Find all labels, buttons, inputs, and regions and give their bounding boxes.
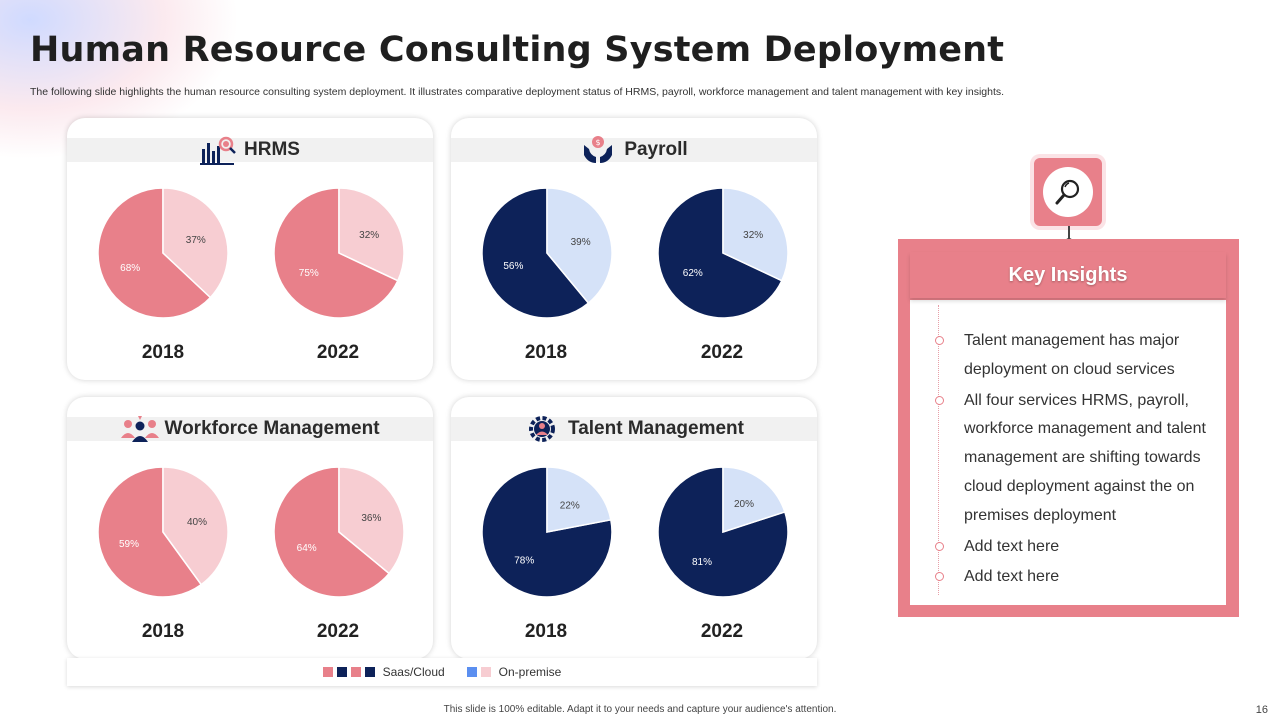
talent-title: Talent Management	[568, 418, 744, 439]
workforce-panel-header: Workforce Management	[67, 414, 433, 444]
pie-slice-secondary	[722, 466, 786, 534]
insight-item: All four services HRMS, payroll, workfor…	[935, 387, 1214, 531]
bullet-icon	[935, 541, 944, 551]
legend-saas-label: Saas/Cloud	[382, 665, 445, 679]
pie-label-main: 59%	[119, 539, 139, 550]
chart-legend: Saas/Cloud On-premise	[67, 658, 817, 686]
talent-panel: Talent Management 22% 78% 20% 81% 2018 2022	[451, 397, 817, 659]
legend-onprem-label: On-premise	[498, 665, 562, 679]
talent-year-2018: 2018	[524, 621, 568, 642]
insights-dotted-line	[938, 305, 939, 595]
legend-swatch-pink	[350, 667, 361, 677]
gear-person-icon	[524, 414, 560, 444]
hrms-title: HRMS	[244, 139, 300, 160]
pie-slice-main	[657, 187, 783, 319]
workforce-year-2018: 2018	[141, 621, 185, 642]
pie-slice-secondary	[546, 187, 613, 305]
pie-label-main: 62%	[683, 268, 703, 279]
insights-connector	[1068, 226, 1070, 242]
pie-slice-main	[97, 466, 203, 598]
legend-saas: Saas/Cloud	[322, 665, 445, 679]
talent-pies: 22% 78% 20% 81%	[481, 466, 789, 598]
hrms-pies: 37% 68% 32% 75%	[97, 187, 405, 319]
page-subtitle: The following slide highlights the human…	[30, 86, 1005, 98]
pie-label-secondary: 20%	[734, 499, 754, 510]
svg-text:$: $	[596, 138, 601, 147]
bullet-icon	[935, 572, 944, 582]
legend-swatch-navy	[364, 667, 375, 677]
hrms-panel: HRMS 37% 68% 32% 75% 2018 2022	[67, 118, 433, 380]
workforce-year-2022: 2022	[316, 621, 360, 642]
pie-label-main: 81%	[692, 557, 712, 568]
pie-label-main: 68%	[120, 263, 140, 274]
insights-list: Talent management has major deployment o…	[935, 327, 1214, 594]
pie-slice-main	[657, 466, 789, 598]
hrms-year-2018: 2018	[141, 342, 185, 363]
workforce-title: Workforce Management	[164, 418, 380, 439]
pie-slice-main	[273, 466, 391, 598]
payroll-panel: $ Payroll 39% 56% 32% 62% 2018 2022	[451, 118, 817, 380]
pie-label-secondary: 40%	[187, 517, 207, 528]
pie-label-secondary: 39%	[571, 237, 591, 248]
hands-dollar-icon: $	[580, 135, 616, 165]
legend-onprem: On-premise	[466, 665, 562, 679]
insight-item: Add text here	[935, 563, 1214, 592]
pie-label-secondary: 22%	[560, 500, 580, 511]
pie-label-main: 75%	[299, 268, 319, 279]
legend-swatch-pink	[322, 667, 333, 677]
pie-slice-main	[481, 466, 613, 598]
payroll-pies: 39% 56% 32% 62%	[481, 187, 789, 319]
pie-label-secondary: 37%	[186, 235, 206, 246]
insights-title: Key Insights	[1008, 263, 1128, 286]
talent-year-2022: 2022	[700, 621, 744, 642]
pie-label-secondary: 36%	[361, 513, 381, 524]
pie-slice-secondary	[338, 466, 405, 575]
insights-header: Key Insights	[910, 252, 1226, 298]
workforce-pies: 40% 59% 36% 64%	[97, 466, 405, 598]
pie-slice-main	[97, 187, 212, 319]
pie-label-main: 56%	[503, 261, 523, 272]
legend-swatch-blue	[466, 667, 477, 677]
pie-label-main: 64%	[297, 543, 317, 554]
bullet-icon	[935, 395, 944, 405]
legend-swatch-light-pink	[480, 667, 491, 677]
pie-label-main: 78%	[514, 556, 534, 567]
pie-label-secondary: 32%	[359, 230, 379, 241]
pie-label-secondary: 32%	[743, 230, 763, 241]
insight-item: Add text here	[935, 533, 1214, 562]
insight-text: Talent management has major deployment o…	[964, 332, 1180, 378]
search-icon	[1043, 167, 1093, 217]
insights-body	[910, 300, 1226, 605]
insight-text: Add text here	[964, 537, 1060, 555]
team-people-icon	[120, 414, 160, 444]
insight-item: Talent management has major deployment o…	[935, 327, 1214, 385]
page-number: 16	[1255, 704, 1268, 716]
hrms-panel-header: HRMS	[67, 135, 433, 165]
footer-note: This slide is 100% editable. Adapt it to…	[443, 704, 837, 715]
payroll-year-2022: 2022	[700, 342, 744, 363]
pie-slice-secondary	[546, 466, 612, 533]
payroll-panel-header: $ Payroll	[451, 135, 817, 165]
pie-slice-secondary	[722, 187, 789, 282]
page-title: Human Resource Consulting System Deploym…	[30, 30, 1005, 70]
payroll-title: Payroll	[624, 139, 688, 160]
bullet-icon	[935, 336, 944, 345]
pie-slice-secondary	[162, 466, 229, 586]
hrms-year-2022: 2022	[316, 342, 360, 363]
legend-swatch-navy	[336, 667, 347, 677]
talent-panel-header: Talent Management	[451, 414, 817, 444]
insights-icon-box	[1034, 158, 1102, 226]
pie-slice-main	[481, 187, 590, 319]
bar-chart-magnifier-icon	[200, 135, 236, 165]
pie-slice-secondary	[338, 187, 405, 282]
insight-text: All four services HRMS, payroll, workfor…	[964, 391, 1206, 524]
insight-text: Add text here	[964, 568, 1060, 586]
workforce-panel: Workforce Management 40% 59% 36% 64% 2018 2…	[67, 397, 433, 659]
payroll-year-2018: 2018	[524, 342, 568, 363]
pie-slice-main	[273, 187, 399, 319]
pie-slice-secondary	[162, 187, 229, 299]
